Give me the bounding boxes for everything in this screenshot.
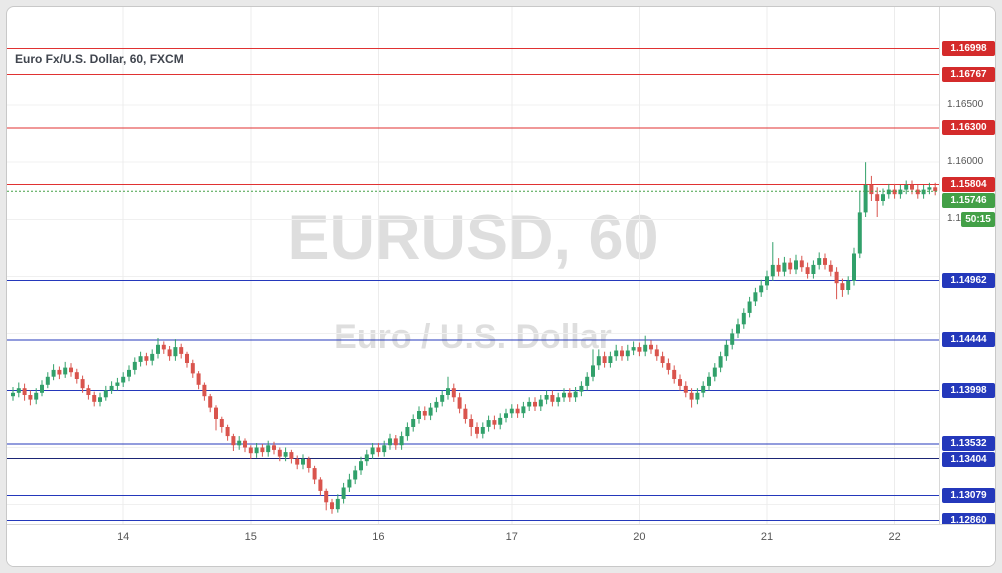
price-tick: 1.16500 — [947, 99, 984, 111]
time-axis-label: 17 — [505, 531, 518, 543]
price-level-badge: 1.13998 — [942, 383, 995, 399]
price-tick: 1.16000 — [947, 156, 984, 168]
price-level-badge: 1.16767 — [942, 67, 995, 83]
time-axis-label: 15 — [244, 531, 257, 543]
price-level-badge: 1.16300 — [942, 120, 995, 136]
price-level-badge: 1.13404 — [942, 452, 995, 468]
time-axis-label: 16 — [372, 531, 385, 543]
grid-layer — [7, 7, 939, 524]
time-axis-label: 21 — [760, 531, 774, 543]
price-level-badge: 1.14962 — [942, 273, 995, 289]
candlestick-chart[interactable] — [7, 7, 939, 524]
candles-layer — [11, 162, 938, 514]
price-level-badge: 1.12860 — [942, 513, 995, 524]
current-price-badge: 1.15746 — [942, 193, 995, 209]
time-axis-label: 20 — [633, 531, 646, 543]
price-level-badge: 1.13079 — [942, 488, 995, 504]
price-level-badge: 1.14444 — [942, 332, 995, 348]
price-level-badge: 1.16998 — [942, 40, 995, 56]
chart-panel: EURUSD, 60 Euro / U.S. Dollar Euro Fx/U.… — [6, 6, 996, 567]
price-level-badge: 1.15804 — [942, 177, 995, 193]
price-pane[interactable]: EURUSD, 60 Euro / U.S. Dollar Euro Fx/U.… — [7, 7, 939, 524]
price-axis[interactable]: 1.165001.160001.155001.169981.167671.163… — [939, 7, 995, 524]
time-axis[interactable]: 14 15 16 17 20 21 22 — [7, 524, 995, 566]
levels-layer — [7, 47, 939, 522]
time-axis-label: 14 — [117, 531, 130, 543]
symbol-legend[interactable]: Euro Fx/U.S. Dollar, 60, FXCM — [15, 52, 184, 66]
price-level-badge: 1.13532 — [942, 436, 995, 452]
time-axis-label: 22 — [888, 531, 901, 543]
bar-countdown-badge: 50:15 — [961, 211, 995, 227]
